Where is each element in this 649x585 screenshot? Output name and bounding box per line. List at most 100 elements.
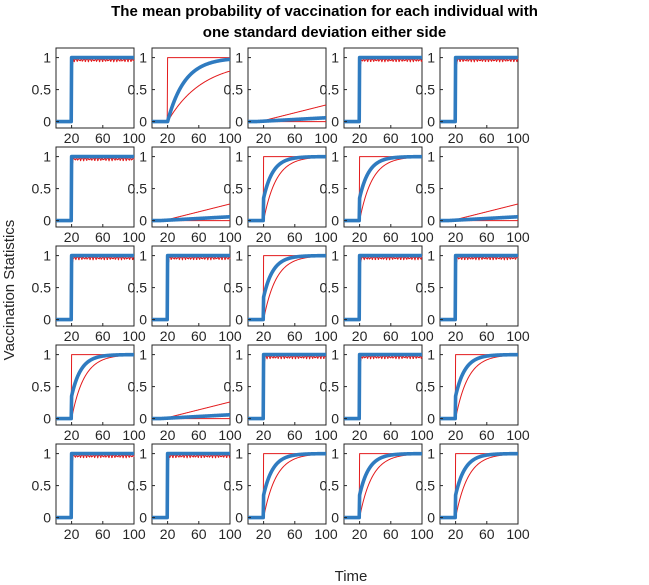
x-tick-label: 60	[95, 229, 111, 245]
x-tick-label: 20	[256, 526, 272, 542]
x-tick-label: 20	[448, 427, 464, 443]
y-tick-label: 1	[331, 50, 339, 66]
x-tick-label: 20	[160, 328, 176, 344]
chart-title-line-2: one standard deviation either side	[203, 24, 446, 41]
y-tick-label: 1	[43, 248, 51, 264]
y-tick-label: 0.5	[416, 379, 436, 395]
y-tick-label: 0	[331, 114, 339, 130]
y-tick-label: 0.5	[224, 478, 244, 494]
y-tick-label: 0.5	[128, 478, 148, 494]
panel-r4-c5: 20 60 100 0 0.5 1	[416, 344, 530, 443]
series-mean-line	[246, 115, 328, 124]
panel-frame	[343, 344, 423, 426]
x-tick-label: 100	[314, 130, 338, 146]
x-tick-label: 100	[410, 328, 434, 344]
x-axis-label: Time	[335, 568, 368, 585]
x-tick-label: 20	[448, 130, 464, 146]
series-mean-line	[246, 253, 328, 322]
x-tick-label: 20	[256, 130, 272, 146]
x-tick-label: 100	[506, 130, 530, 146]
x-tick-label: 100	[410, 427, 434, 443]
y-tick-label: 0	[235, 312, 243, 328]
y-tick-label: 0.5	[320, 280, 340, 296]
y-tick-label: 0	[427, 312, 435, 328]
x-tick-label: 20	[256, 427, 272, 443]
x-tick-label: 60	[479, 130, 495, 146]
y-tick-label: 1	[427, 248, 435, 264]
y-tick-label: 0.5	[320, 478, 340, 494]
panel-frame	[439, 443, 519, 525]
y-tick-label: 1	[235, 248, 243, 264]
x-tick-label: 100	[122, 229, 146, 245]
y-tick-label: 0.5	[224, 181, 244, 197]
y-tick-label: 0	[43, 213, 51, 229]
panel-frame	[151, 443, 231, 525]
x-tick-label: 60	[479, 427, 495, 443]
x-tick-label: 60	[479, 526, 495, 542]
x-tick-label: 20	[64, 130, 80, 146]
series-mean-line	[54, 352, 136, 421]
x-tick-label: 20	[64, 427, 80, 443]
x-tick-label: 100	[410, 229, 434, 245]
panel-r1-c5: 20 60 100 0 0.5 1	[416, 47, 530, 146]
x-tick-label: 20	[352, 328, 368, 344]
y-tick-label: 0	[427, 411, 435, 427]
series-mean-line	[342, 154, 424, 223]
series-mean-line	[438, 55, 520, 124]
x-tick-label: 20	[160, 526, 176, 542]
chart-title-line-1: The mean probability of vaccination for …	[111, 3, 538, 20]
y-tick-label: 1	[139, 50, 147, 66]
y-tick-label: 0.5	[416, 181, 436, 197]
x-tick-label: 60	[191, 427, 207, 443]
panel-frame	[439, 146, 519, 228]
y-tick-label: 0.5	[224, 379, 244, 395]
y-axis-label: Vaccination Statistics	[1, 220, 18, 361]
y-tick-label: 0	[43, 411, 51, 427]
x-tick-label: 100	[122, 526, 146, 542]
x-tick-label: 100	[122, 328, 146, 344]
x-tick-label: 20	[352, 427, 368, 443]
x-tick-label: 100	[314, 526, 338, 542]
x-tick-label: 20	[160, 427, 176, 443]
x-tick-label: 20	[64, 229, 80, 245]
x-tick-label: 100	[218, 130, 242, 146]
y-tick-label: 0.5	[32, 181, 52, 197]
y-tick-label: 0	[331, 411, 339, 427]
y-tick-label: 0	[43, 114, 51, 130]
series-mean-line	[438, 253, 520, 322]
x-tick-label: 60	[383, 328, 399, 344]
x-tick-label: 60	[287, 130, 303, 146]
y-tick-label: 0.5	[416, 280, 436, 296]
y-tick-label: 0.5	[416, 478, 436, 494]
x-tick-label: 100	[314, 427, 338, 443]
y-tick-label: 1	[331, 446, 339, 462]
y-tick-label: 1	[235, 50, 243, 66]
x-tick-label: 20	[256, 328, 272, 344]
x-tick-label: 60	[191, 130, 207, 146]
y-tick-label: 0	[139, 114, 147, 130]
x-tick-label: 60	[383, 526, 399, 542]
x-tick-label: 100	[410, 130, 434, 146]
series-mean-line	[54, 154, 136, 223]
series-mean-line	[438, 451, 520, 520]
y-tick-label: 0.5	[224, 82, 244, 98]
series-mean-line	[54, 451, 136, 520]
x-tick-label: 20	[352, 130, 368, 146]
panel-r5-c5: 20 60 100 0 0.5 1	[416, 443, 530, 542]
series-mean-line	[342, 55, 424, 124]
panel-frame	[151, 146, 231, 228]
y-tick-label: 0	[427, 213, 435, 229]
panel-r2-c5: 20 60 100 0 0.5 1	[416, 146, 530, 245]
x-tick-label: 20	[352, 229, 368, 245]
series-mean-line	[150, 57, 232, 124]
x-tick-label: 100	[314, 229, 338, 245]
y-tick-label: 0.5	[128, 280, 148, 296]
